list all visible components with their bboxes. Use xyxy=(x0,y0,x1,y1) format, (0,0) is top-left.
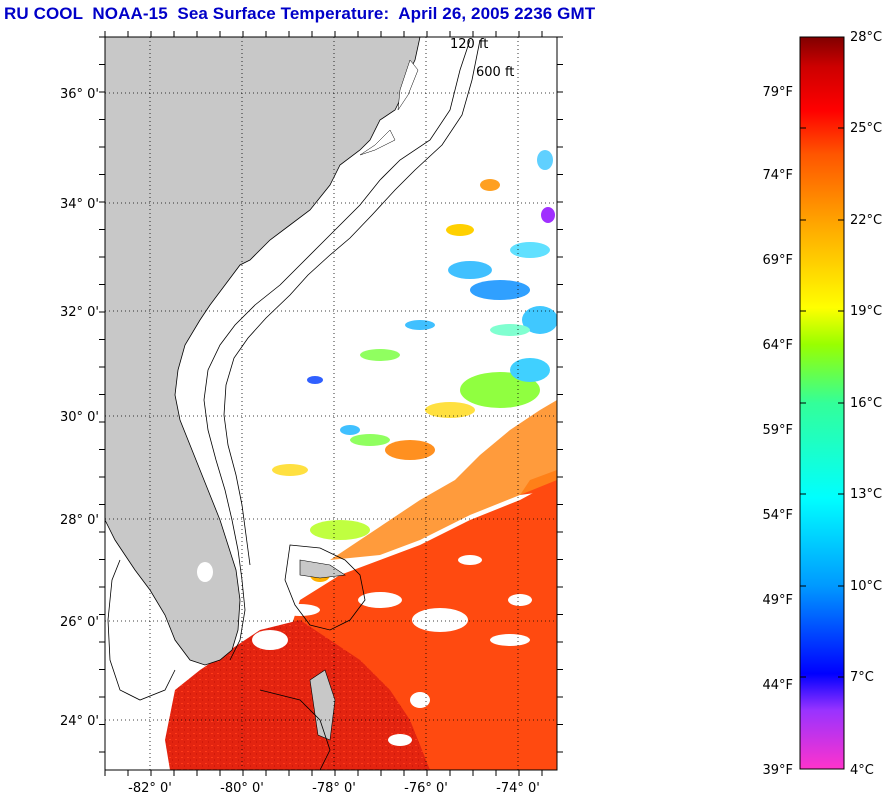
graticule xyxy=(105,37,557,770)
lat-label: 28° 0' xyxy=(60,513,99,528)
cb-fahrenheit-label: 39°F xyxy=(762,763,793,778)
cb-fahrenheit-label: 49°F xyxy=(762,593,793,608)
lat-label: 36° 0' xyxy=(60,87,99,102)
cb-fahrenheit-label: 79°F xyxy=(762,85,793,100)
sound-inlet-2 xyxy=(359,129,396,156)
map-frame xyxy=(104,36,558,771)
cb-celsius-label: 16°C xyxy=(850,396,883,411)
sst-cool-patches xyxy=(272,150,557,582)
cb-celsius-label: 10°C xyxy=(850,579,883,594)
colorbar xyxy=(799,36,845,770)
lake-okeechobee xyxy=(197,562,213,582)
cb-celsius-label: 19°C xyxy=(850,304,883,319)
cb-celsius-label: 28°C xyxy=(850,30,883,45)
lon-label: -76° 0' xyxy=(404,781,448,796)
cb-celsius-label: 22°C xyxy=(850,213,883,228)
depth-contours xyxy=(107,39,481,770)
map-content: 120 ft 600 ft xyxy=(105,37,557,770)
land-mass xyxy=(105,37,421,666)
bahamas-land xyxy=(309,669,336,741)
cb-celsius-label: 4°C xyxy=(850,763,874,778)
lon-label: -78° 0' xyxy=(312,781,356,796)
cb-fahrenheit-label: 54°F xyxy=(762,508,793,523)
cb-fahrenheit-label: 59°F xyxy=(762,423,793,438)
lon-label: -82° 0' xyxy=(128,781,172,796)
lon-label: -80° 0' xyxy=(220,781,264,796)
lat-label: 30° 0' xyxy=(60,410,99,425)
contour-labels: 120 ft 600 ft xyxy=(450,37,514,80)
longitude-labels: -82° 0' -80° 0' -78° 0' -76° 0' -74° 0' xyxy=(128,781,540,796)
lat-label: 34° 0' xyxy=(60,197,99,212)
frame-ticks xyxy=(99,31,563,776)
lat-label: 26° 0' xyxy=(60,615,99,630)
colorbar-ticks xyxy=(800,127,844,678)
cb-celsius-label: 7°C xyxy=(850,670,874,685)
sound-inlet xyxy=(397,59,419,111)
lon-label: -74° 0' xyxy=(496,781,540,796)
lat-label: 24° 0' xyxy=(60,714,99,729)
cb-celsius-label: 25°C xyxy=(850,121,883,136)
latitude-labels: 36° 0' 34° 0' 32° 0' 30° 0' 28° 0' 26° 0… xyxy=(60,87,99,729)
cb-fahrenheit-label: 69°F xyxy=(762,253,793,268)
lat-label: 32° 0' xyxy=(60,305,99,320)
cb-celsius-label: 13°C xyxy=(850,487,883,502)
cb-fahrenheit-label: 74°F xyxy=(762,168,793,183)
cb-fahrenheit-label: 44°F xyxy=(762,678,793,693)
map-title: RU COOL NOAA-15 Sea Surface Temperature:… xyxy=(4,4,596,23)
cb-fahrenheit-label: 64°F xyxy=(762,338,793,353)
contour-label-600ft: 600 ft xyxy=(476,65,514,80)
sst-orange-band xyxy=(330,400,557,560)
contour-label-120ft: 120 ft xyxy=(450,37,488,52)
